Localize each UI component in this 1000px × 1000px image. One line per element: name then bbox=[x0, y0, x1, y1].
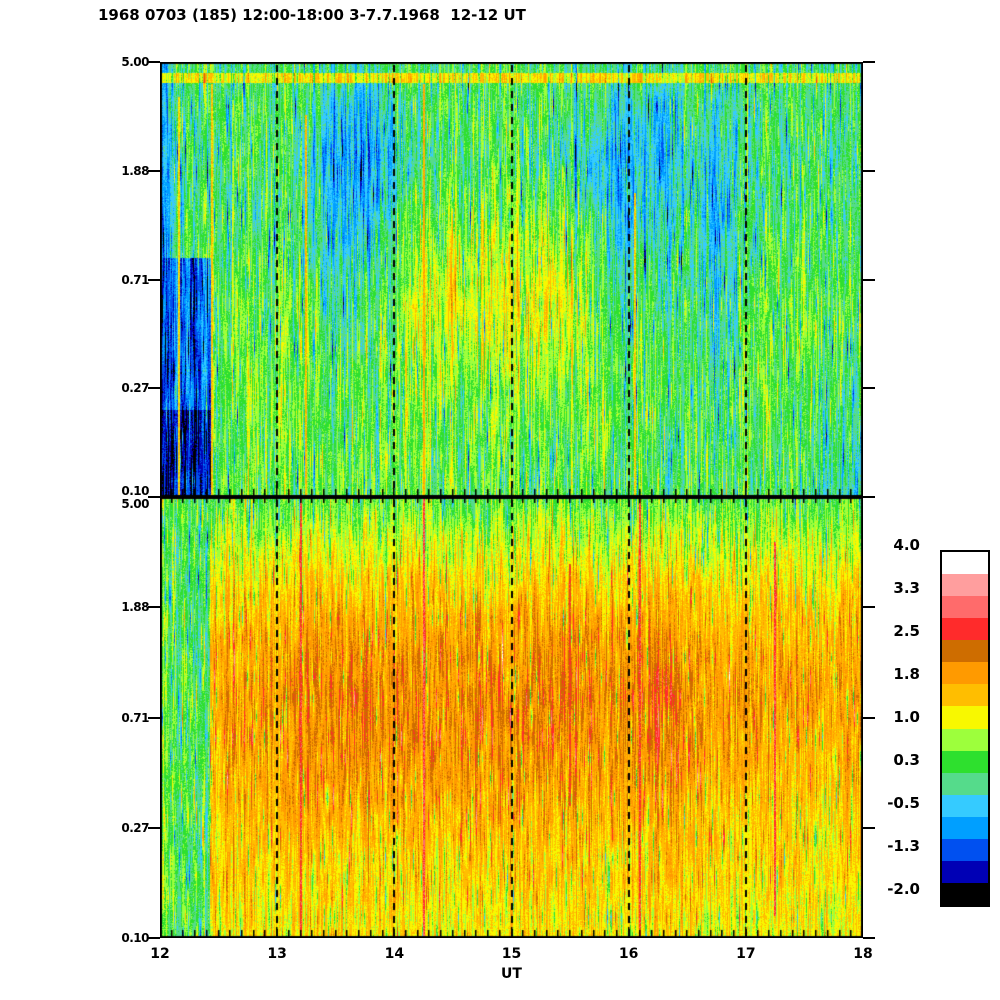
y-tick-mark bbox=[148, 717, 160, 719]
colorbar-segment bbox=[942, 728, 988, 751]
y-tick-label: 0.27 bbox=[121, 381, 149, 396]
colorbar-segment bbox=[942, 794, 988, 817]
y-tick-mark bbox=[863, 387, 875, 389]
y-tick-mark bbox=[148, 61, 160, 63]
y-tick-mark bbox=[148, 606, 160, 608]
colorbar-segment bbox=[942, 662, 988, 685]
colorbar-segment bbox=[942, 860, 988, 883]
colorbar-tick-label: 2.5 bbox=[893, 622, 920, 640]
colorbar-segment bbox=[942, 816, 988, 839]
x-tick-label: 14 bbox=[384, 946, 405, 962]
y-tick-mark bbox=[863, 827, 875, 829]
x-tick-label: 15 bbox=[501, 946, 522, 962]
x-tick-label: 17 bbox=[736, 946, 756, 962]
y-tick-label: 0.10 bbox=[121, 484, 149, 498]
x-tick-label: 13 bbox=[267, 946, 287, 962]
y-tick-mark bbox=[863, 606, 875, 608]
y-tick-mark bbox=[148, 937, 160, 939]
colorbar-tick-label: -0.5 bbox=[887, 794, 920, 812]
y-tick-mark bbox=[148, 170, 160, 172]
x-tick-label: 12 bbox=[150, 946, 170, 962]
x-tick-label: 16 bbox=[618, 946, 639, 962]
colorbar-tick-label: 3.3 bbox=[893, 579, 920, 597]
y-tick-mark bbox=[863, 279, 875, 281]
y-tick-mark bbox=[863, 61, 875, 63]
y-tick-mark bbox=[148, 827, 160, 829]
colorbar-tick-label: 1.8 bbox=[893, 665, 920, 683]
y-tick-label: 0.71 bbox=[121, 710, 149, 725]
colorbar-segment bbox=[942, 640, 988, 663]
colorbar-tick-label: -1.3 bbox=[887, 837, 920, 855]
y-tick-label: 5.00 bbox=[121, 55, 149, 69]
y-tick-mark bbox=[148, 496, 160, 498]
colorbar-segment bbox=[942, 706, 988, 729]
x-tick-label: 18 bbox=[853, 946, 873, 962]
colorbar-segment bbox=[942, 552, 988, 575]
colorbar-segment bbox=[942, 772, 988, 795]
y-tick-mark bbox=[863, 937, 875, 939]
colorbar bbox=[940, 550, 990, 907]
y-tick-label: 5.00 bbox=[121, 497, 149, 511]
y-tick-mark bbox=[863, 717, 875, 719]
x-axis-title: UT bbox=[501, 966, 522, 982]
y-tick-label: 1.88 bbox=[121, 163, 149, 178]
colorbar-segment bbox=[942, 750, 988, 773]
spectrogram-panel-bottom bbox=[160, 497, 863, 938]
colorbar-tick-label: -2.0 bbox=[887, 880, 920, 898]
y-tick-mark bbox=[863, 170, 875, 172]
colorbar-segment bbox=[942, 684, 988, 707]
y-tick-mark bbox=[148, 387, 160, 389]
colorbar-tick-label: 0.3 bbox=[893, 751, 920, 769]
colorbar-segment bbox=[942, 596, 988, 619]
colorbar-tick-label: 1.0 bbox=[893, 708, 920, 726]
page-title: 1968 0703 (185) 12:00-18:00 3-7.7.1968 1… bbox=[98, 6, 526, 24]
y-tick-label: 1.88 bbox=[121, 600, 149, 615]
colorbar-segment bbox=[942, 618, 988, 641]
y-tick-label: 0.10 bbox=[121, 931, 149, 945]
colorbar-segment bbox=[942, 882, 988, 905]
y-tick-mark bbox=[863, 496, 875, 498]
y-tick-mark bbox=[148, 279, 160, 281]
colorbar-segment bbox=[942, 574, 988, 597]
colorbar-tick-label: 4.0 bbox=[893, 536, 920, 554]
y-tick-label: 0.27 bbox=[121, 820, 149, 835]
spectrogram-panel-top bbox=[160, 62, 863, 497]
colorbar-segment bbox=[942, 838, 988, 861]
y-tick-label: 0.71 bbox=[121, 272, 149, 287]
